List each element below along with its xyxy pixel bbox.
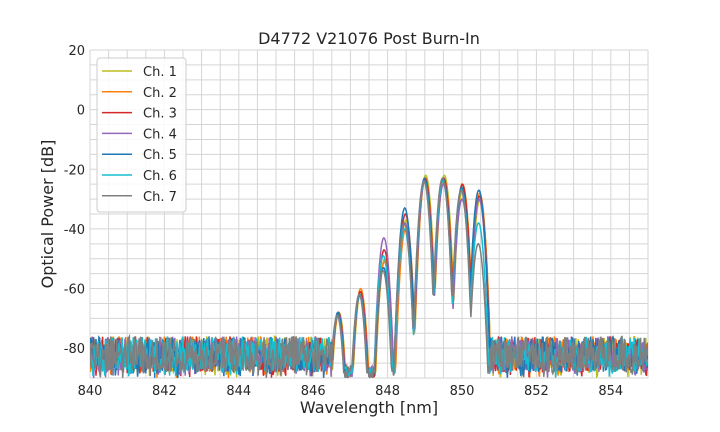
legend-label: Ch. 7 <box>143 190 177 205</box>
legend-label: Ch. 1 <box>143 65 177 80</box>
x-axis-label: Wavelength [nm] <box>300 398 438 417</box>
x-tick-label: 844 <box>226 384 251 399</box>
y-tick-label: -20 <box>64 163 85 178</box>
ticks: 840 842 844 846 848 850 852 854 20 0 -20 -40 -60 -80 <box>64 44 623 399</box>
y-axis-label: Optical Power [dB] <box>38 140 57 289</box>
legend-label: Ch. 4 <box>143 127 177 142</box>
series-line-7 <box>90 177 648 378</box>
y-tick-label: 0 <box>77 104 85 119</box>
x-tick-label: 852 <box>524 384 549 399</box>
legend-label: Ch. 3 <box>143 107 177 122</box>
legend-label: Ch. 5 <box>143 148 177 163</box>
y-tick-label: -40 <box>64 223 85 238</box>
x-tick-label: 854 <box>598 384 623 399</box>
legend-label: Ch. 6 <box>143 169 177 184</box>
chart-title: D4772 V21076 Post Burn-In <box>258 29 480 48</box>
x-tick-label: 850 <box>450 384 475 399</box>
y-tick-label: 20 <box>68 44 85 59</box>
x-tick-label: 842 <box>152 384 177 399</box>
y-tick-label: -80 <box>64 342 85 357</box>
series-lines <box>90 174 648 378</box>
x-tick-label: 848 <box>375 384 400 399</box>
legend-label: Ch. 2 <box>143 86 177 101</box>
x-tick-label: 846 <box>301 384 326 399</box>
legend-box <box>96 57 187 213</box>
legend: Ch. 1 Ch. 2 Ch. 3 Ch. 4 Ch. 5 Ch. 6 Ch. 7 <box>96 57 187 213</box>
x-tick-label: 840 <box>78 384 103 399</box>
y-tick-label: -60 <box>64 283 85 298</box>
